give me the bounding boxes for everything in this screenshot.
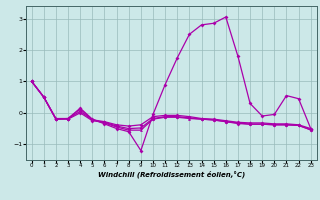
X-axis label: Windchill (Refroidissement éolien,°C): Windchill (Refroidissement éolien,°C) — [98, 171, 245, 178]
